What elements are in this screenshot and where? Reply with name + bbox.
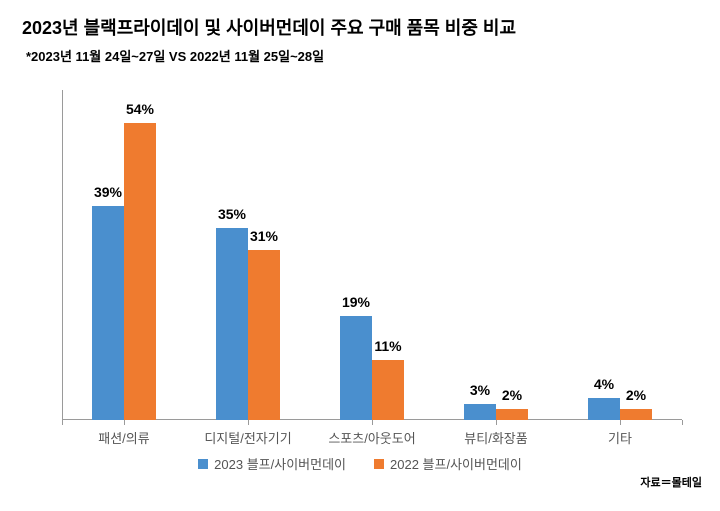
chart-subtitle: *2023년 11월 24일~27일 VS 2022년 11월 25일~28일: [0, 40, 720, 65]
bar-value-label: 54%: [126, 101, 154, 117]
x-tick: [62, 420, 63, 425]
bar-group: 4%2%: [588, 398, 652, 420]
legend-label-2022: 2022 블프/사이버먼데이: [390, 454, 522, 473]
bar: 19%: [340, 316, 372, 421]
bar-value-label: 2%: [626, 387, 646, 403]
category-label: 패션/의류: [54, 428, 194, 447]
bar-value-label: 11%: [374, 338, 401, 354]
bar: 39%: [92, 206, 124, 421]
x-tick: [496, 420, 497, 425]
bar: 54%: [124, 123, 156, 420]
bar-group: 39%54%: [92, 123, 156, 420]
category-label: 스포츠/아웃도어: [302, 428, 442, 447]
legend: 2023 블프/사이버먼데이 2022 블프/사이버먼데이: [0, 454, 720, 473]
bar-value-label: 35%: [218, 206, 246, 222]
bar: 4%: [588, 398, 620, 420]
legend-item-2022: 2022 블프/사이버먼데이: [374, 454, 522, 473]
bar-group: 3%2%: [464, 404, 528, 421]
bar-group: 35%31%: [216, 228, 280, 421]
bar-group: 19%11%: [340, 316, 404, 421]
bar: 31%: [248, 250, 280, 421]
bar-value-label: 31%: [250, 228, 278, 244]
legend-item-2023: 2023 블프/사이버먼데이: [198, 454, 346, 473]
bar-value-label: 2%: [502, 387, 522, 403]
bar-value-label: 39%: [94, 184, 122, 200]
bar: 35%: [216, 228, 248, 421]
y-axis: [62, 90, 63, 420]
bar: 2%: [620, 409, 652, 420]
bar: 3%: [464, 404, 496, 421]
bar: 11%: [372, 360, 404, 421]
bar-value-label: 19%: [342, 294, 370, 310]
legend-swatch-2022: [374, 459, 384, 469]
x-tick: [248, 420, 249, 425]
x-tick: [372, 420, 373, 425]
bar-value-label: 4%: [594, 376, 614, 392]
x-tick: [620, 420, 621, 425]
bar: 2%: [496, 409, 528, 420]
category-label: 디지털/전자기기: [178, 428, 318, 447]
legend-label-2023: 2023 블프/사이버먼데이: [214, 454, 346, 473]
legend-swatch-2023: [198, 459, 208, 469]
x-tick: [124, 420, 125, 425]
plot-area: 39%54%35%31%19%11%3%2%4%2%: [62, 90, 682, 420]
source-text: 자료＝몰테일: [640, 474, 702, 490]
category-label: 기타: [550, 428, 690, 447]
category-label: 뷰티/화장품: [426, 428, 566, 447]
chart-title: 2023년 블랙프라이데이 및 사이버먼데이 주요 구매 품목 비중 비교: [0, 0, 720, 40]
x-tick: [682, 420, 683, 425]
bar-value-label: 3%: [470, 382, 490, 398]
